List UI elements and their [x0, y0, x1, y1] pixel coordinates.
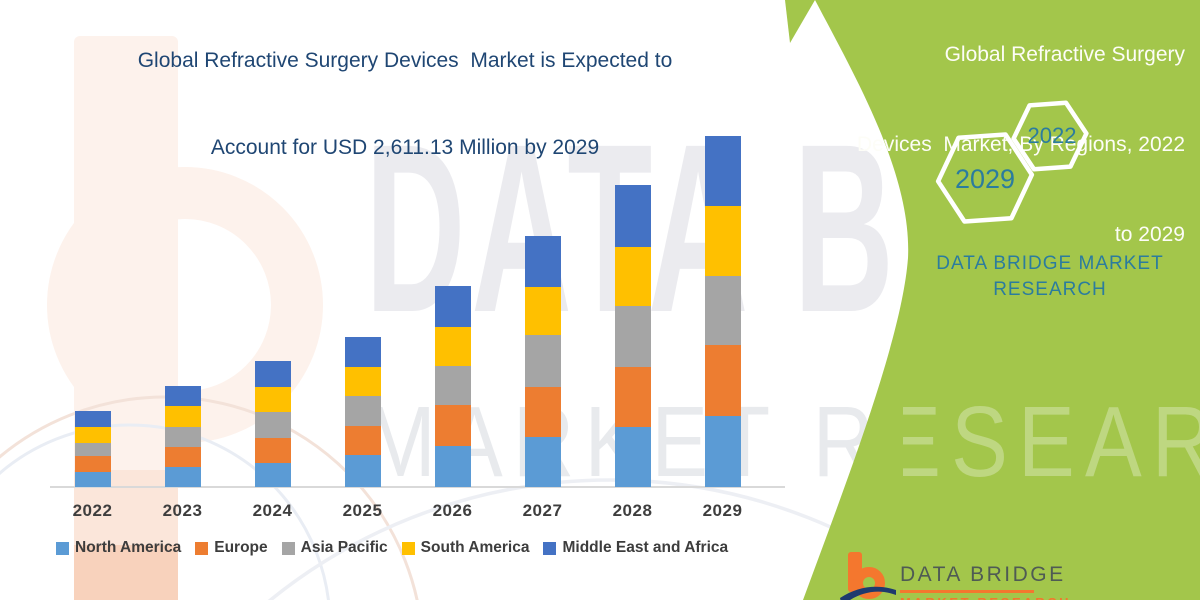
bar-segment-2025-south-america	[344, 366, 381, 396]
bar-segment-2024-south-america	[254, 386, 291, 412]
bar-segment-2023-middle-east-and-africa	[164, 386, 201, 407]
bar-segment-2028-middle-east-and-africa	[614, 185, 651, 247]
legend-item-south-america: South America	[401, 539, 530, 557]
footer-subtitle-text: MARKET RESEARCH	[900, 595, 1071, 600]
legend-swatch	[543, 541, 557, 555]
footer-logo: DATA BRIDGE MARKET RESEARCH	[840, 550, 1160, 600]
bar-segment-2027-south-america	[524, 286, 561, 335]
bar-segment-2025-middle-east-and-africa	[344, 336, 381, 367]
bar-segment-2023-north-america	[164, 467, 201, 487]
chart-title-line2: Account for USD 2,611.13 Million by 2029	[210, 136, 600, 159]
legend-swatch	[401, 541, 415, 555]
footer-logo-b-icon	[840, 552, 896, 600]
x-tick-2023: 2023	[162, 501, 203, 520]
bar-segment-2026-middle-east-and-africa	[434, 286, 471, 327]
bar-segment-2029-middle-east-and-africa	[704, 135, 741, 206]
hexagon-2022-label: 2022	[1027, 123, 1077, 148]
legend-label: South America	[420, 539, 530, 556]
bar-segment-2029-south-america	[704, 205, 741, 277]
x-tick-2025: 2025	[342, 501, 383, 520]
legend-item-asia-pacific: Asia Pacific	[281, 539, 388, 557]
bar-segment-2022-europe	[74, 456, 111, 473]
legend-label: Middle East and Africa	[562, 539, 729, 556]
bar-segment-2028-asia-pacific	[614, 306, 651, 367]
legend-swatch	[195, 541, 209, 555]
bar-segment-2022-north-america	[74, 472, 111, 487]
bar-segment-2027-asia-pacific	[524, 334, 561, 387]
x-tick-2024: 2024	[252, 501, 293, 520]
bar-segment-2025-north-america	[344, 454, 381, 487]
legend-swatch	[281, 541, 295, 555]
bar-segment-2026-north-america	[434, 445, 471, 487]
bar-segment-2029-europe	[704, 344, 741, 417]
brand-caption-line2: RESEARCH	[993, 279, 1107, 300]
bar-segment-2027-north-america	[524, 437, 561, 487]
x-tick-2022: 2022	[72, 501, 113, 520]
brand-caption-line1: DATA BRIDGE MARKET	[936, 253, 1164, 274]
legend-swatch	[56, 541, 69, 555]
bar-segment-2022-middle-east-and-africa	[74, 411, 111, 428]
bar-segment-2029-asia-pacific	[704, 276, 741, 345]
chart-title-line1: Global Refractive Surgery Devices Market…	[137, 49, 673, 72]
bar-segment-2028-south-america	[614, 246, 651, 307]
bar-segment-2027-middle-east-and-africa	[524, 236, 561, 287]
legend-item-north-america: North America	[56, 539, 181, 557]
legend-label: North America	[75, 539, 182, 556]
footer-brand-underline	[900, 590, 1034, 593]
bar-segment-2028-north-america	[614, 426, 651, 487]
bar-segment-2027-europe	[524, 386, 561, 438]
footer-brand-text: DATA BRIDGE	[900, 563, 1066, 586]
bar-segment-2025-europe	[344, 425, 381, 455]
bar-segment-2024-middle-east-and-africa	[254, 360, 291, 387]
bar-segment-2029-north-america	[704, 416, 741, 487]
x-tick-2028: 2028	[612, 501, 653, 520]
hexagon-2029-label: 2029	[954, 164, 1016, 194]
bar-segment-2023-south-america	[164, 406, 201, 427]
right-panel-title-line1: Global Refractive Surgery	[944, 43, 1185, 66]
x-tick-2026: 2026	[432, 501, 473, 520]
legend-label: Asia Pacific	[300, 539, 388, 556]
bar-segment-2028-europe	[614, 366, 651, 427]
chart-title: Global Refractive Surgery Devices Market…	[40, 0, 770, 220]
x-axis-line	[50, 486, 785, 488]
bar-segment-2023-asia-pacific	[164, 426, 201, 447]
x-tick-2029: 2029	[702, 501, 743, 520]
bar-segment-2026-asia-pacific	[434, 366, 471, 406]
bar-segment-2024-europe	[254, 437, 291, 464]
chart-legend: North America Europe Asia Pacific South Ame…	[56, 539, 786, 557]
bar-segment-2022-asia-pacific	[74, 442, 111, 457]
legend-label: Europe	[214, 539, 268, 556]
bar-segment-2024-asia-pacific	[254, 411, 291, 438]
legend-item-middle-east-and-africa: Middle East and Africa	[543, 539, 728, 557]
bar-segment-2024-north-america	[254, 463, 291, 487]
brand-caption: DATA BRIDGE MARKET RESEARCH	[905, 251, 1195, 303]
bar-segment-2025-asia-pacific	[344, 395, 381, 426]
bar-segment-2022-south-america	[74, 427, 111, 443]
bar-segment-2026-south-america	[434, 326, 471, 367]
legend-item-europe: Europe	[195, 539, 268, 557]
x-tick-2027: 2027	[522, 501, 563, 520]
bar-segment-2023-europe	[164, 447, 201, 468]
bar-segment-2026-europe	[434, 405, 471, 446]
